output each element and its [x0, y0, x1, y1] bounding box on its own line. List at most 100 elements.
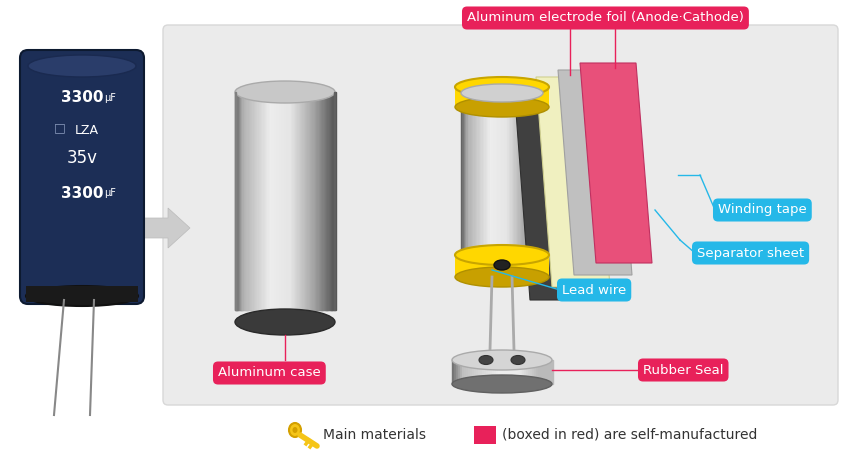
Bar	[516, 360, 518, 384]
Bar	[529, 360, 532, 384]
Bar	[532, 360, 534, 384]
Bar	[252, 92, 254, 310]
Bar	[549, 360, 552, 384]
Ellipse shape	[292, 427, 297, 433]
FancyBboxPatch shape	[473, 426, 495, 444]
Bar	[469, 360, 472, 384]
Bar	[528, 360, 530, 384]
Bar	[533, 93, 535, 258]
Bar	[534, 93, 536, 258]
Text: 3300: 3300	[61, 186, 103, 201]
Bar	[526, 93, 528, 258]
Bar	[300, 92, 301, 310]
Bar	[464, 93, 467, 258]
Text: LZA: LZA	[75, 123, 99, 136]
Bar	[539, 93, 542, 258]
Bar	[316, 92, 317, 310]
Ellipse shape	[461, 84, 543, 102]
Bar	[321, 92, 322, 310]
Bar	[488, 93, 490, 258]
Bar	[454, 255, 549, 277]
Bar	[470, 93, 472, 258]
Bar	[497, 360, 500, 384]
Bar	[331, 92, 333, 310]
Text: Rubber Seal: Rubber Seal	[642, 364, 722, 376]
Polygon shape	[535, 77, 609, 287]
Bar	[284, 92, 286, 310]
Text: □: □	[54, 121, 66, 135]
Bar	[508, 93, 510, 258]
Bar	[481, 93, 483, 258]
Bar	[279, 92, 280, 310]
Bar	[248, 92, 251, 310]
Text: (boxed in red) are self-manufactured: (boxed in red) are self-manufactured	[501, 428, 756, 442]
Bar	[510, 360, 512, 384]
Ellipse shape	[26, 286, 138, 306]
Bar	[511, 93, 513, 258]
Bar	[514, 93, 516, 258]
Bar	[479, 360, 482, 384]
Bar	[257, 92, 259, 310]
Text: Lead wire: Lead wire	[561, 283, 625, 297]
Ellipse shape	[452, 375, 551, 393]
Bar	[242, 92, 244, 310]
Bar	[271, 92, 273, 310]
Bar	[484, 93, 485, 258]
Bar	[484, 360, 486, 384]
Bar	[272, 92, 274, 310]
Bar	[490, 360, 492, 384]
Text: μF: μF	[104, 93, 116, 103]
Bar	[503, 93, 505, 258]
Bar	[452, 360, 454, 384]
Bar	[258, 92, 260, 310]
Bar	[261, 92, 262, 310]
Bar	[496, 93, 498, 258]
Bar	[532, 93, 533, 258]
Bar	[282, 92, 284, 310]
Bar	[466, 93, 468, 258]
Bar	[463, 360, 466, 384]
Bar	[486, 93, 489, 258]
Bar	[270, 92, 272, 310]
Ellipse shape	[235, 309, 334, 335]
Bar	[473, 360, 476, 384]
Bar	[245, 92, 246, 310]
Bar	[533, 360, 536, 384]
Bar	[472, 93, 473, 258]
Bar	[305, 92, 306, 310]
Bar	[536, 93, 538, 258]
Text: Winding tape: Winding tape	[717, 203, 806, 217]
Bar	[240, 92, 241, 310]
Bar	[541, 93, 543, 258]
Bar	[333, 92, 334, 310]
Bar	[544, 360, 546, 384]
Bar	[243, 92, 246, 310]
Bar	[284, 92, 285, 310]
Bar	[273, 92, 275, 310]
Bar	[468, 93, 469, 258]
Bar	[535, 360, 538, 384]
Bar	[263, 92, 265, 310]
Bar	[519, 360, 522, 384]
Text: Aluminum electrode foil (Anode·Cathode): Aluminum electrode foil (Anode·Cathode)	[467, 11, 743, 25]
Bar	[463, 93, 465, 258]
Bar	[473, 93, 474, 258]
FancyBboxPatch shape	[20, 50, 143, 304]
Bar	[289, 92, 290, 310]
Bar	[491, 360, 494, 384]
Bar	[485, 93, 487, 258]
Ellipse shape	[28, 55, 136, 77]
Bar	[281, 92, 283, 310]
Bar	[277, 92, 279, 310]
Bar	[500, 93, 502, 258]
Bar	[327, 92, 329, 310]
Bar	[268, 92, 269, 310]
FancyBboxPatch shape	[26, 286, 138, 302]
Polygon shape	[557, 70, 631, 275]
Ellipse shape	[454, 267, 549, 287]
Bar	[325, 92, 327, 310]
Bar	[477, 93, 479, 258]
Bar	[315, 92, 316, 310]
Bar	[512, 93, 514, 258]
Bar	[291, 92, 293, 310]
